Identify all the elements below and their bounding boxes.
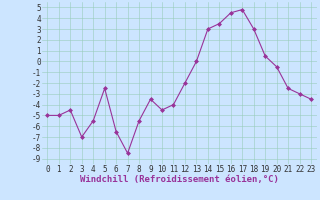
X-axis label: Windchill (Refroidissement éolien,°C): Windchill (Refroidissement éolien,°C) <box>80 175 279 184</box>
